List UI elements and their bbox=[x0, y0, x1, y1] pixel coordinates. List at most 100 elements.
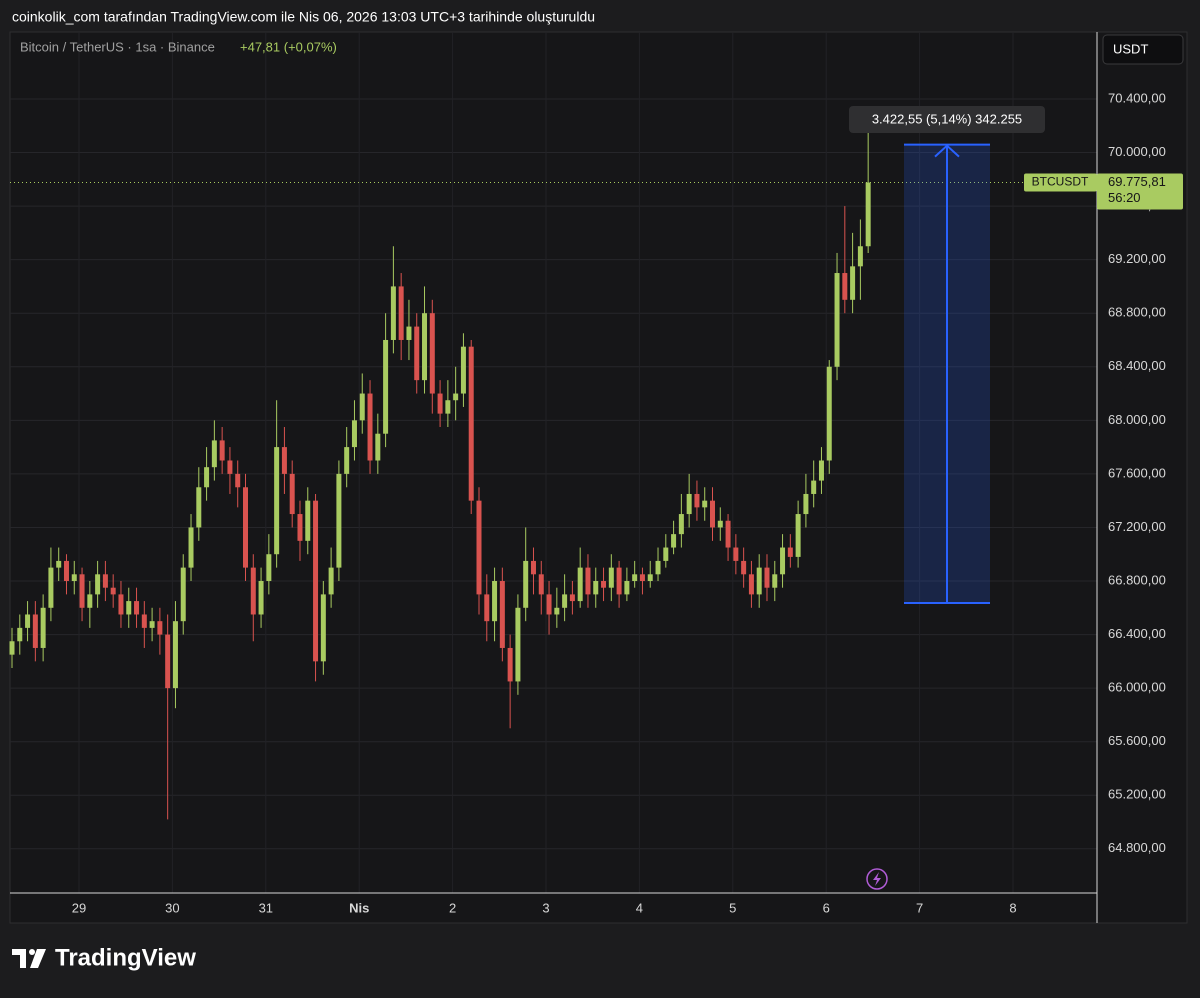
candle-body bbox=[71, 574, 77, 582]
alert-icon[interactable] bbox=[866, 868, 888, 890]
y-tick-label: 67.600,00 bbox=[1108, 465, 1166, 480]
candle-body bbox=[32, 614, 38, 648]
candle-body bbox=[725, 520, 731, 548]
candle-body bbox=[40, 607, 46, 648]
candle-body bbox=[787, 547, 793, 557]
change-legend: +47,81 (+0,07%) bbox=[240, 39, 337, 54]
candle-body bbox=[694, 493, 700, 508]
candle-body bbox=[546, 594, 552, 615]
candle-body bbox=[780, 547, 786, 575]
candle-body bbox=[710, 500, 715, 528]
currency-label[interactable]: USDT bbox=[1113, 41, 1148, 56]
candle-body bbox=[48, 567, 54, 608]
candle-body bbox=[134, 601, 140, 615]
y-tick-label: 66.800,00 bbox=[1108, 572, 1166, 587]
y-tick-label: 69.200,00 bbox=[1108, 251, 1166, 266]
candle-body bbox=[538, 574, 544, 595]
x-tick-label: Nis bbox=[349, 900, 369, 915]
price-tag bbox=[1097, 173, 1183, 210]
candle-body bbox=[577, 567, 583, 602]
candle-body bbox=[126, 601, 132, 615]
candle-body bbox=[748, 574, 754, 595]
candle-body bbox=[686, 493, 692, 515]
candle-body bbox=[351, 420, 357, 448]
candle-body bbox=[398, 286, 404, 340]
candle-body bbox=[795, 514, 801, 557]
header-title: coinkolik_com tarafından TradingView.com… bbox=[12, 9, 595, 25]
plot bbox=[9, 119, 1097, 820]
y-tick-label: 67.200,00 bbox=[1108, 519, 1166, 534]
y-tick-label: 70.000,00 bbox=[1108, 144, 1166, 159]
candle-body bbox=[320, 594, 326, 662]
candle-body bbox=[274, 447, 280, 555]
candle-body bbox=[733, 547, 739, 561]
symbol-tag bbox=[1024, 173, 1097, 192]
candle-body bbox=[476, 500, 482, 595]
x-tick-label: 6 bbox=[823, 900, 830, 915]
currency-button[interactable] bbox=[1102, 34, 1184, 65]
candle-body bbox=[289, 473, 295, 515]
candle-body bbox=[593, 581, 599, 595]
candle-body bbox=[172, 621, 178, 689]
measure-label-box bbox=[849, 106, 1045, 133]
x-tick-label: 2 bbox=[449, 900, 456, 915]
x-tick-label: 31 bbox=[259, 900, 273, 915]
candle-body bbox=[211, 440, 217, 468]
candle-body bbox=[281, 447, 287, 474]
candle-body bbox=[655, 560, 661, 575]
candle-body bbox=[359, 393, 365, 421]
candle-body bbox=[336, 473, 342, 568]
candle-body bbox=[639, 574, 645, 582]
candle-body bbox=[562, 594, 568, 608]
candle-body bbox=[297, 514, 303, 541]
candle-body bbox=[25, 614, 31, 628]
candle-body bbox=[414, 326, 420, 381]
candle-body bbox=[865, 182, 871, 247]
x-tick-label: 4 bbox=[636, 900, 643, 915]
candle-body bbox=[9, 641, 15, 655]
candle-body bbox=[678, 514, 684, 535]
y-tick-label: 68.400,00 bbox=[1108, 358, 1166, 373]
candle-body bbox=[87, 594, 93, 608]
candle-body bbox=[460, 346, 466, 394]
candle-body bbox=[601, 581, 607, 588]
chart-panel bbox=[9, 31, 1188, 924]
candle-body bbox=[530, 560, 536, 575]
brand-name: TradingView bbox=[55, 944, 196, 971]
candle-body bbox=[180, 567, 186, 622]
candle-body bbox=[702, 500, 708, 508]
candle-body bbox=[515, 607, 521, 682]
candle-body bbox=[367, 393, 373, 461]
candle-body bbox=[842, 273, 848, 300]
y-tick-label: 64.800,00 bbox=[1108, 840, 1166, 855]
candle-body bbox=[227, 460, 233, 474]
candle-body bbox=[616, 567, 622, 595]
candle-body bbox=[56, 560, 62, 568]
candle-body bbox=[632, 574, 638, 582]
candle-body bbox=[492, 581, 498, 622]
candle-body bbox=[243, 487, 248, 568]
logo-dot bbox=[29, 949, 35, 955]
x-tick-label: 8 bbox=[1009, 900, 1016, 915]
price-tag-label: 69.775,81 bbox=[1108, 174, 1166, 189]
candle-body bbox=[484, 594, 490, 622]
grid bbox=[10, 32, 1097, 893]
candle-body bbox=[437, 393, 443, 414]
candle-body bbox=[165, 634, 171, 689]
candle-body bbox=[453, 393, 459, 401]
y-tick-label: 68.800,00 bbox=[1108, 305, 1166, 320]
candle-body bbox=[157, 621, 163, 635]
y-tick-label: 65.600,00 bbox=[1108, 733, 1166, 748]
candle-body bbox=[328, 567, 334, 595]
candle-body bbox=[110, 587, 116, 595]
candle-body bbox=[258, 581, 264, 615]
candle-body bbox=[834, 273, 840, 367]
candle-body bbox=[235, 473, 241, 488]
candle-body bbox=[219, 440, 225, 461]
candle-body bbox=[826, 366, 832, 461]
x-tick-label: 3 bbox=[542, 900, 549, 915]
measure-arrowhead bbox=[934, 144, 960, 158]
candle-body bbox=[383, 339, 389, 434]
candle-body bbox=[803, 493, 809, 515]
